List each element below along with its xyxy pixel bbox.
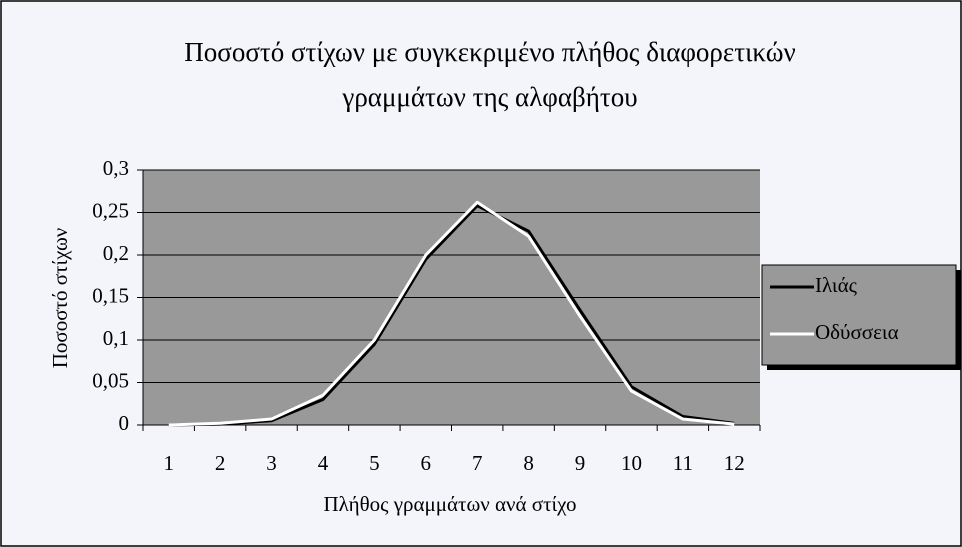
x-tick-label: 11 — [673, 451, 693, 475]
x-tick-label: 1 — [163, 451, 174, 475]
x-tick-label: 8 — [523, 451, 534, 475]
x-tick-label: 9 — [575, 451, 586, 475]
x-tick-label: 5 — [369, 451, 380, 475]
y-tick-label: 0,1 — [103, 326, 129, 350]
x-tick-label: 3 — [266, 451, 277, 475]
x-tick-label: 10 — [621, 451, 642, 475]
y-tick-label: 0,15 — [92, 283, 129, 307]
y-tick-label: 0,25 — [92, 198, 129, 222]
x-tick-label: 2 — [215, 451, 226, 475]
y-tick-label: 0,3 — [103, 156, 129, 180]
y-tick-label: 0,2 — [103, 241, 129, 265]
x-tick-label: 7 — [472, 451, 483, 475]
x-tick-label: 12 — [724, 451, 745, 475]
x-tick-label: 6 — [421, 451, 432, 475]
legend-label: Ιλιάς — [815, 273, 858, 297]
series-line — [168, 204, 735, 427]
legend — [761, 264, 957, 366]
chart-title: γραμμάτων της αλφαβήτου — [341, 82, 637, 112]
legend-label: Οδύσσεια — [815, 320, 899, 344]
chart-title: Ποσοστό στίχων με συγκεκριμένο πλήθος δι… — [184, 37, 795, 67]
y-tick-label: 0 — [119, 411, 130, 435]
x-tick-label: 4 — [318, 451, 329, 475]
y-tick-label: 0,05 — [92, 368, 129, 392]
y-axis-label: Ποσοστό στίχων — [48, 228, 72, 369]
series-line — [168, 200, 735, 427]
x-axis-label: Πλήθος γραμμάτων ανά στίχο — [323, 492, 576, 516]
